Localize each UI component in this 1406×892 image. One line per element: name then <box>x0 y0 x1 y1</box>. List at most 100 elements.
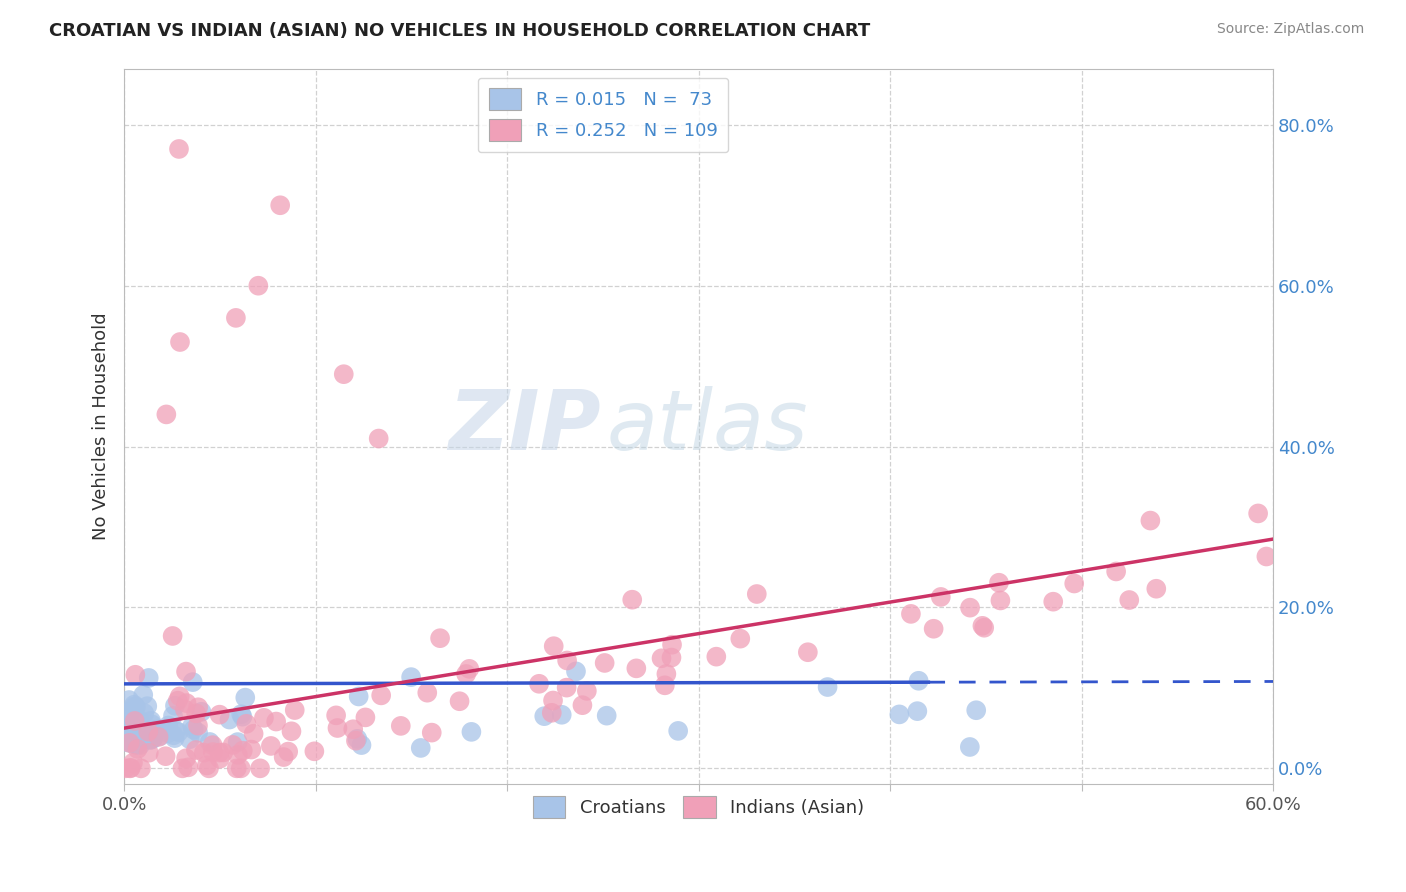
Point <box>148 730 170 744</box>
Point <box>1144 582 1167 596</box>
Point <box>596 708 619 723</box>
Point <box>543 639 565 653</box>
Point <box>125 700 148 714</box>
Point <box>129 738 152 752</box>
Point <box>121 737 143 751</box>
Point <box>354 710 377 724</box>
Point <box>1105 565 1128 579</box>
Text: CROATIAN VS INDIAN (ASIAN) NO VEHICLES IN HOUSEHOLD CORRELATION CHART: CROATIAN VS INDIAN (ASIAN) NO VEHICLES I… <box>49 22 870 40</box>
Point <box>117 706 139 720</box>
Point <box>172 761 194 775</box>
Point <box>965 703 987 717</box>
Point <box>155 749 177 764</box>
Point <box>120 761 142 775</box>
Point <box>117 733 139 747</box>
Point <box>186 706 208 721</box>
Point <box>269 198 291 212</box>
Point <box>174 665 197 679</box>
Point <box>195 758 218 772</box>
Point <box>118 736 141 750</box>
Point <box>208 746 231 760</box>
Point <box>118 724 141 739</box>
Point <box>959 739 981 754</box>
Point <box>114 724 136 739</box>
Point <box>187 700 209 714</box>
Point <box>212 746 235 760</box>
Point <box>134 706 156 721</box>
Point <box>187 725 209 739</box>
Point <box>907 673 929 688</box>
Point <box>458 662 481 676</box>
Point <box>277 745 299 759</box>
Y-axis label: No Vehicles in Household: No Vehicles in Household <box>93 313 110 541</box>
Point <box>124 714 146 728</box>
Point <box>122 706 145 720</box>
Point <box>208 707 231 722</box>
Point <box>155 408 177 422</box>
Point <box>149 729 172 743</box>
Point <box>167 725 190 739</box>
Point <box>122 756 145 770</box>
Point <box>346 731 368 746</box>
Point <box>163 698 186 713</box>
Point <box>347 690 370 704</box>
Point <box>654 678 676 692</box>
Point <box>929 590 952 604</box>
Point <box>181 675 204 690</box>
Point <box>1118 593 1140 607</box>
Point <box>162 728 184 742</box>
Point <box>284 703 307 717</box>
Point <box>184 743 207 757</box>
Point <box>972 619 994 633</box>
Point <box>273 750 295 764</box>
Point <box>242 727 264 741</box>
Point <box>138 671 160 685</box>
Point <box>141 717 163 731</box>
Point <box>169 334 191 349</box>
Point <box>169 690 191 704</box>
Point <box>218 713 240 727</box>
Point <box>350 738 373 752</box>
Point <box>325 708 347 723</box>
Point <box>166 694 188 708</box>
Point <box>661 650 683 665</box>
Point <box>1247 507 1270 521</box>
Point <box>127 742 149 756</box>
Point <box>399 670 422 684</box>
Point <box>226 747 249 762</box>
Point <box>249 761 271 775</box>
Point <box>621 592 644 607</box>
Point <box>889 707 911 722</box>
Point <box>129 761 152 775</box>
Point <box>420 725 443 739</box>
Point <box>905 704 928 718</box>
Point <box>114 761 136 775</box>
Point <box>260 739 283 753</box>
Text: atlas: atlas <box>607 386 808 467</box>
Point <box>198 761 221 775</box>
Point <box>157 718 180 732</box>
Point <box>232 744 254 758</box>
Point <box>280 724 302 739</box>
Point <box>571 698 593 713</box>
Point <box>124 667 146 681</box>
Point <box>176 696 198 710</box>
Point <box>142 723 165 738</box>
Point <box>163 731 186 745</box>
Point <box>666 723 689 738</box>
Point <box>198 735 221 749</box>
Point <box>304 744 326 758</box>
Point <box>235 716 257 731</box>
Point <box>124 699 146 714</box>
Point <box>225 761 247 775</box>
Point <box>190 705 212 719</box>
Point <box>125 738 148 752</box>
Point <box>370 689 392 703</box>
Point <box>650 651 672 665</box>
Point <box>745 587 768 601</box>
Point <box>900 607 922 621</box>
Point <box>575 684 598 698</box>
Point <box>157 726 180 740</box>
Point <box>253 711 276 725</box>
Point <box>429 631 451 645</box>
